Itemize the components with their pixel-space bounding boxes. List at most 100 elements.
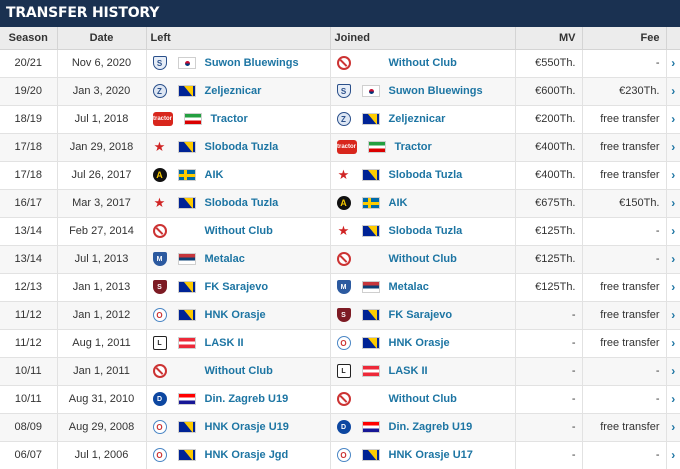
star-crest-icon[interactable]: ★: [153, 139, 166, 154]
star-crest-icon[interactable]: ★: [153, 195, 166, 210]
chevron-right-icon[interactable]: ›: [671, 140, 676, 154]
left-club-link[interactable]: Without Club: [204, 365, 273, 377]
left-club-link[interactable]: HNK Orasje: [204, 309, 266, 321]
joined-club-link[interactable]: AIK: [388, 197, 408, 209]
joined-club-link[interactable]: Without Club: [388, 393, 457, 405]
no-club-icon[interactable]: [152, 224, 167, 238]
table-row[interactable]: 13/14 Jul 1, 2013 M Metalac Without Club €125…: [0, 245, 680, 273]
table-row[interactable]: 06/07 Jul 1, 2006 O HNK Orasje Jgd O HNK Oras…: [0, 441, 680, 469]
chevron-right-icon[interactable]: ›: [671, 392, 676, 406]
lask-crest-icon[interactable]: L: [152, 336, 167, 350]
left-club-cell: ★ Sloboda Tuzla: [146, 189, 331, 217]
bosnia-flag-icon: [177, 85, 196, 97]
sarajevo-crest-icon[interactable]: S: [152, 280, 167, 294]
hnk-crest-icon[interactable]: O: [336, 336, 351, 350]
chevron-right-icon[interactable]: ›: [671, 448, 676, 462]
club-round-crest-icon[interactable]: Z: [152, 84, 167, 98]
left-club-link[interactable]: Sloboda Tuzla: [204, 141, 279, 153]
hnk-crest-icon[interactable]: O: [336, 448, 351, 462]
hnk-crest-icon[interactable]: O: [152, 448, 167, 462]
aik-crest-icon[interactable]: A: [152, 168, 167, 182]
club-shield-icon[interactable]: S: [152, 56, 167, 70]
chevron-right-icon[interactable]: ›: [671, 84, 676, 98]
hnk-crest-icon[interactable]: O: [152, 420, 167, 434]
left-club-link[interactable]: Metalac: [204, 253, 245, 265]
date-cell: Jan 1, 2011: [57, 357, 147, 385]
no-club-icon[interactable]: [336, 56, 351, 70]
chevron-right-icon[interactable]: ›: [671, 112, 676, 126]
no-club-icon[interactable]: [336, 252, 351, 266]
joined-club-link[interactable]: HNK Orasje U17: [388, 449, 473, 461]
joined-club-link[interactable]: LASK II: [388, 365, 428, 377]
tractor-crest-icon[interactable]: tractor: [152, 112, 173, 126]
no-club-icon[interactable]: [336, 392, 351, 406]
star-crest-icon[interactable]: ★: [337, 167, 350, 182]
club-shield-icon[interactable]: S: [336, 84, 351, 98]
chevron-right-icon[interactable]: ›: [671, 56, 676, 70]
left-club-link[interactable]: Suwon Bluewings: [204, 57, 299, 69]
chevron-right-icon[interactable]: ›: [671, 336, 676, 350]
table-row[interactable]: 10/11 Aug 31, 2010 D Din. Zagreb U19 Without…: [0, 385, 680, 413]
lask-crest-icon[interactable]: L: [336, 364, 351, 378]
bosnia-flag-icon: [177, 281, 196, 293]
sarajevo-crest-icon[interactable]: S: [336, 308, 351, 322]
chevron-right-icon[interactable]: ›: [671, 364, 676, 378]
left-club-link[interactable]: Zeljeznicar: [204, 85, 262, 97]
joined-club-link[interactable]: Sloboda Tuzla: [388, 225, 463, 237]
table-row[interactable]: 11/12 Aug 1, 2011 L LASK II O HNK Orasje - free…: [0, 329, 680, 357]
left-club-link[interactable]: Din. Zagreb U19: [204, 393, 289, 405]
joined-club-link[interactable]: Without Club: [388, 57, 457, 69]
chevron-right-icon[interactable]: ›: [671, 280, 676, 294]
left-club-link[interactable]: Without Club: [204, 225, 273, 237]
left-club-link[interactable]: HNK Orasje U19: [204, 421, 289, 433]
table-row[interactable]: 10/11 Jan 1, 2011 Without Club L LASK II - - ›: [0, 357, 680, 385]
joined-club-link[interactable]: Zeljeznicar: [388, 113, 446, 125]
header-season[interactable]: Season: [0, 27, 58, 50]
left-club-link[interactable]: HNK Orasje Jgd: [204, 449, 289, 461]
metalac-crest-icon[interactable]: M: [152, 252, 167, 266]
season-cell: 11/12: [0, 301, 58, 329]
chevron-right-icon[interactable]: ›: [671, 420, 676, 434]
left-club-link[interactable]: LASK II: [204, 337, 244, 349]
tractor-crest-icon[interactable]: tractor: [336, 140, 357, 154]
hnk-crest-icon[interactable]: O: [152, 308, 167, 322]
chevron-right-icon[interactable]: ›: [671, 168, 676, 182]
joined-club-link[interactable]: Without Club: [388, 253, 457, 265]
table-row[interactable]: 13/14 Feb 27, 2014 Without Club ★ Sloboda Tu…: [0, 217, 680, 245]
joined-club-link[interactable]: Sloboda Tuzla: [388, 169, 463, 181]
header-fee[interactable]: Fee: [582, 27, 667, 50]
chevron-right-icon[interactable]: ›: [671, 252, 676, 266]
joined-club-link[interactable]: Metalac: [388, 281, 429, 293]
left-club-link[interactable]: Sloboda Tuzla: [204, 197, 279, 209]
table-row[interactable]: 20/21 Nov 6, 2020 S Suwon Bluewings Without …: [0, 49, 680, 77]
joined-club-link[interactable]: Suwon Bluewings: [388, 85, 483, 97]
header-mv[interactable]: MV: [515, 27, 583, 50]
metalac-crest-icon[interactable]: M: [336, 280, 351, 294]
table-row[interactable]: 11/12 Jan 1, 2012 O HNK Orasje S FK Sarajevo -…: [0, 301, 680, 329]
table-row[interactable]: 19/20 Jan 3, 2020 Z Zeljeznicar S Suwon Bluew…: [0, 77, 680, 105]
club-round-crest-icon[interactable]: Z: [336, 112, 351, 126]
table-row[interactable]: 18/19 Jul 1, 2018 tractor Tractor Z Zeljeznic…: [0, 105, 680, 133]
table-row[interactable]: 17/18 Jan 29, 2018 ★ Sloboda Tuzla tractor Tr…: [0, 133, 680, 161]
left-club-link[interactable]: Tractor: [210, 113, 248, 125]
table-row[interactable]: 17/18 Jul 26, 2017 A AIK ★ Sloboda Tuzla €400T…: [0, 161, 680, 189]
table-row[interactable]: 08/09 Aug 29, 2008 O HNK Orasje U19 D Din. Za…: [0, 413, 680, 441]
header-date[interactable]: Date: [57, 27, 147, 50]
chevron-right-icon[interactable]: ›: [671, 224, 676, 238]
joined-club-link[interactable]: FK Sarajevo: [388, 309, 453, 321]
table-row[interactable]: 16/17 Mar 3, 2017 ★ Sloboda Tuzla A AIK €675Th…: [0, 189, 680, 217]
chevron-right-icon[interactable]: ›: [671, 196, 676, 210]
dinamo-crest-icon[interactable]: D: [336, 420, 351, 434]
joined-club-link[interactable]: Din. Zagreb U19: [388, 421, 473, 433]
no-club-icon[interactable]: [152, 364, 167, 378]
star-crest-icon[interactable]: ★: [337, 223, 350, 238]
aik-crest-icon[interactable]: A: [336, 196, 351, 210]
left-club-link[interactable]: FK Sarajevo: [204, 281, 269, 293]
dinamo-crest-icon[interactable]: D: [152, 392, 167, 406]
joined-club-link[interactable]: HNK Orasje: [388, 337, 450, 349]
date-cell: Jan 1, 2012: [57, 301, 147, 329]
chevron-right-icon[interactable]: ›: [671, 308, 676, 322]
joined-club-link[interactable]: Tractor: [394, 141, 432, 153]
left-club-link[interactable]: AIK: [204, 169, 224, 181]
table-row[interactable]: 12/13 Jan 1, 2013 S FK Sarajevo M Metalac €125…: [0, 273, 680, 301]
